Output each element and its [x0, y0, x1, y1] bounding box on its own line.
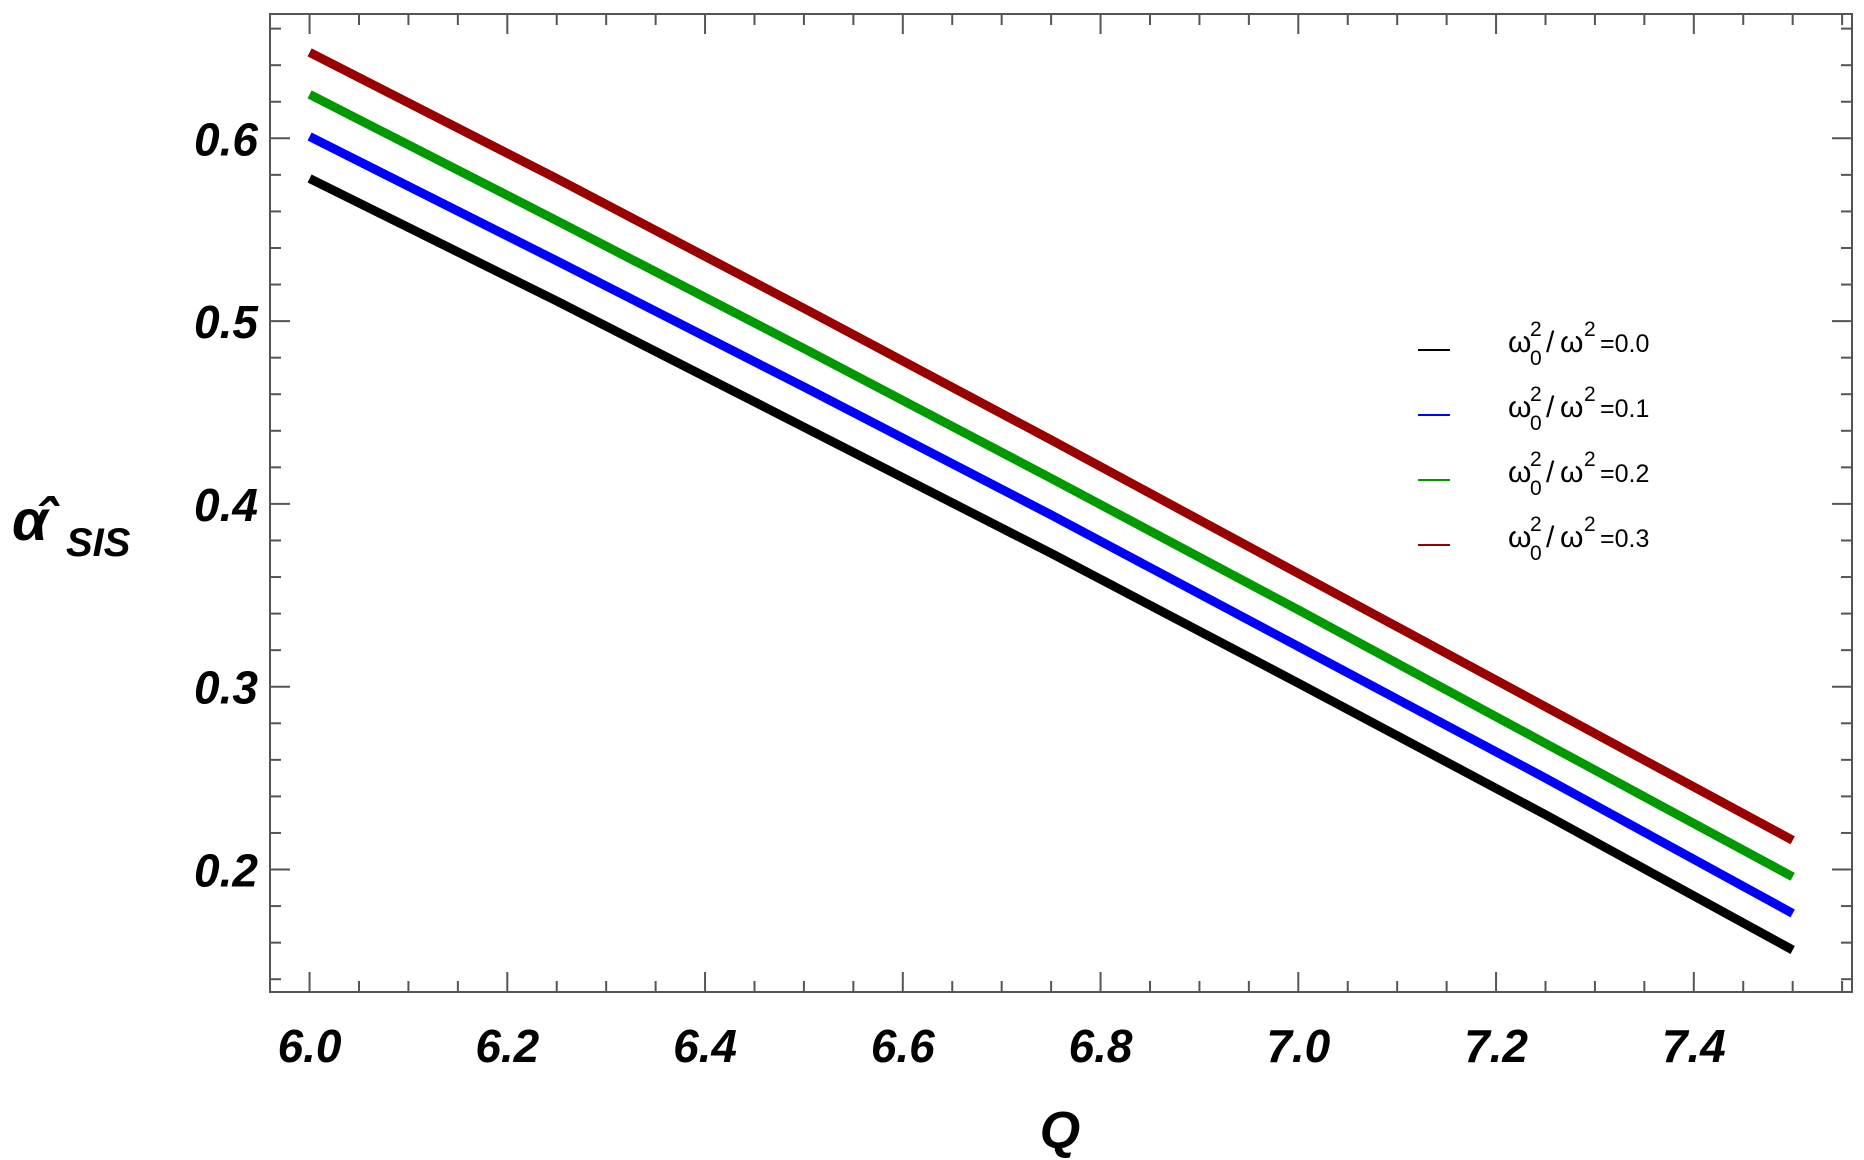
x-tick-label: 6.8 — [1069, 1020, 1133, 1072]
legend-label-part: 2 — [1584, 513, 1596, 536]
svg-text:α̂: α̂ — [12, 488, 60, 553]
axis-ticks — [270, 14, 1852, 992]
legend-label-part: ω — [1508, 521, 1531, 554]
legend-label-part: ω — [1560, 521, 1583, 554]
legend-label-part: ω — [1508, 456, 1531, 489]
x-tick-label: 6.4 — [673, 1020, 737, 1072]
legend-label-part: 2 — [1584, 448, 1596, 471]
legend-label-part: 2 — [1530, 448, 1542, 471]
legend-label-part: 0 — [1530, 347, 1542, 370]
y-tick-label: 0.4 — [194, 479, 258, 531]
legend-label-part: 2 — [1584, 318, 1596, 341]
series-line — [307, 90, 1795, 881]
legend-label-part: 0 — [1530, 477, 1542, 500]
legend-label-part: / — [1546, 456, 1555, 489]
legend-label-part: / — [1546, 326, 1555, 359]
legend-label-part: ω — [1508, 326, 1531, 359]
x-tick-label: 6.0 — [278, 1020, 342, 1072]
y-tick-label: 0.6 — [194, 113, 258, 165]
legend-label-part: ω — [1560, 456, 1583, 489]
x-tick-label: 7.0 — [1266, 1020, 1330, 1072]
legend-entry: ω20/ω 2=0.1 — [1508, 383, 1649, 435]
series-line — [307, 174, 1795, 954]
x-tick-label: 7.4 — [1662, 1020, 1726, 1072]
x-tick-labels: 6.0 6.2 6.4 6.6 6.8 7.0 7.2 7.4 — [278, 1020, 1726, 1072]
legend-label-part: 2 — [1530, 513, 1542, 536]
legend-label-part: 2 — [1584, 383, 1596, 406]
x-axis-title: Q — [1040, 1102, 1080, 1160]
legend-label-part: =0.1 — [1600, 395, 1649, 423]
y-tick-labels: 0.2 0.3 0.4 0.5 0.6 — [194, 113, 259, 896]
legend-label-part: 2 — [1530, 383, 1542, 406]
legend-label-part: 0 — [1530, 542, 1542, 565]
y-tick-label: 0.2 — [194, 845, 258, 897]
x-tick-label: 6.6 — [871, 1020, 935, 1072]
svg-text:SIS: SIS — [66, 521, 131, 565]
y-axis-title: α̂ SIS — [12, 488, 131, 565]
series-line — [307, 48, 1795, 845]
legend-entry: ω20/ω 2=0.0 — [1508, 318, 1649, 370]
plot-frame — [269, 13, 1853, 993]
legend-label-part: =0.3 — [1600, 525, 1649, 553]
legend-label-part: / — [1546, 521, 1555, 554]
legend-label-part: =0.2 — [1600, 460, 1649, 488]
series-line — [307, 132, 1795, 918]
y-tick-label: 0.5 — [194, 296, 259, 348]
legend-label-part: / — [1546, 391, 1555, 424]
legend-label-part: =0.0 — [1600, 330, 1649, 358]
x-tick-label: 7.2 — [1464, 1020, 1528, 1072]
legend-label-part: ω — [1560, 326, 1583, 359]
legend-entry: ω20/ω 2=0.2 — [1508, 448, 1649, 500]
legend-label-part: ω — [1508, 391, 1531, 424]
legend-label-part: 2 — [1530, 318, 1542, 341]
legend-label-part: ω — [1560, 391, 1583, 424]
series-lines — [307, 48, 1795, 954]
x-tick-label: 6.2 — [475, 1020, 539, 1072]
y-tick-label: 0.3 — [194, 662, 258, 714]
legend-entry: ω20/ω 2=0.3 — [1508, 513, 1649, 565]
legend-label-part: 0 — [1530, 412, 1542, 435]
